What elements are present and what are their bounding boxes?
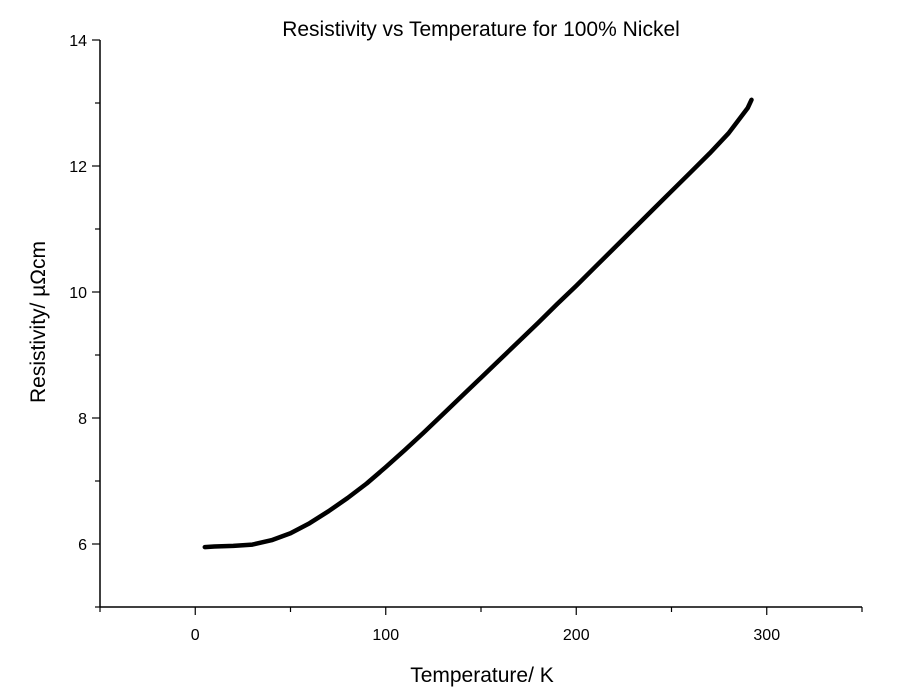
x-tick-label: 200 — [563, 627, 590, 644]
x-tick-label: 300 — [753, 627, 780, 644]
y-axis-label: Resistivity/ µΩcm — [27, 241, 50, 403]
x-axis-label: Temperature/ K — [410, 664, 554, 687]
y-tick-label: 14 — [69, 33, 87, 50]
series-line — [202, 97, 754, 550]
y-tick-label: 8 — [78, 411, 87, 428]
chart-title: Resistivity vs Temperature for 100% Nick… — [282, 18, 680, 41]
y-tick-label: 6 — [78, 537, 87, 554]
x-tick-label: 100 — [372, 627, 399, 644]
x-axis: 0 100 200 300 — [99, 606, 863, 644]
y-axis: 6 8 10 12 14 — [69, 33, 101, 608]
x-tick-label: 0 — [191, 627, 200, 644]
series — [202, 97, 754, 550]
y-tick-label: 10 — [69, 285, 87, 302]
y-tick-label: 12 — [69, 159, 87, 176]
